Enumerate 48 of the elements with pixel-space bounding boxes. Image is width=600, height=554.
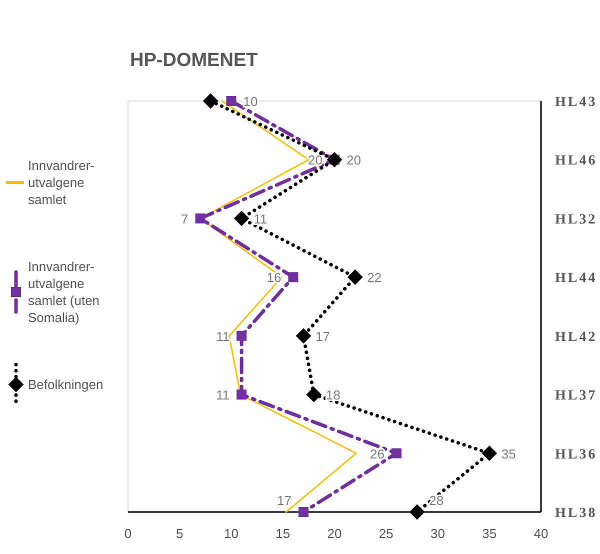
point — [236, 390, 247, 400]
x-tick-label: 10 — [224, 526, 238, 541]
data-label: 17 — [316, 328, 330, 344]
x-tick-label: 0 — [124, 526, 132, 541]
y-tick-label: HL32 — [555, 212, 598, 228]
data-label: 20 — [346, 152, 361, 168]
y-tick-label: HL37 — [555, 388, 598, 404]
data-label: 26 — [370, 446, 384, 462]
data-label: 11 — [216, 388, 230, 403]
point — [288, 272, 298, 282]
x-tick-label: 5 — [176, 526, 184, 541]
point — [482, 446, 497, 461]
point — [234, 210, 250, 226]
x-tick-label: 15 — [276, 526, 290, 541]
point — [391, 448, 402, 458]
point — [195, 213, 206, 224]
data-label: 17 — [277, 493, 292, 508]
y-tick-label: HL42 — [555, 330, 598, 345]
x-tick-label: 40 — [534, 526, 548, 541]
x-tick-label: 25 — [378, 526, 394, 541]
point — [296, 328, 312, 344]
data-label: 7 — [181, 211, 188, 226]
y-tick-label: HL43 — [555, 95, 598, 110]
point — [203, 94, 218, 108]
data-label: 35 — [501, 446, 516, 462]
point — [236, 330, 247, 341]
point — [226, 96, 236, 106]
x-tick-label: 20 — [327, 526, 342, 541]
y-tick-label: HL36 — [555, 447, 598, 462]
data-label: 20 — [308, 152, 322, 168]
y-tick-label: HL44 — [555, 271, 598, 286]
y-tick-label: HL38 — [555, 506, 598, 521]
legend-label: Innvandrer-utvalgene samlet — [28, 158, 94, 207]
data-label: 10 — [243, 94, 258, 109]
data-label: 11 — [216, 328, 230, 344]
point — [410, 504, 425, 520]
point — [348, 270, 363, 285]
legend-label: Innvandrer-utvalgene samlet (uten Somalia) — [28, 259, 100, 325]
point — [298, 507, 309, 517]
x-tick-label: 35 — [482, 526, 497, 541]
x-tick-label: 30 — [430, 526, 445, 541]
point — [306, 387, 322, 402]
legend-label: Befolkningen — [28, 377, 104, 392]
y-tick-label: HL46 — [555, 154, 598, 169]
chart-title: HP-DOMENET — [130, 50, 258, 71]
data-label: 11 — [254, 211, 268, 226]
data-label: 22 — [367, 270, 382, 286]
data-label: 18 — [326, 388, 340, 403]
